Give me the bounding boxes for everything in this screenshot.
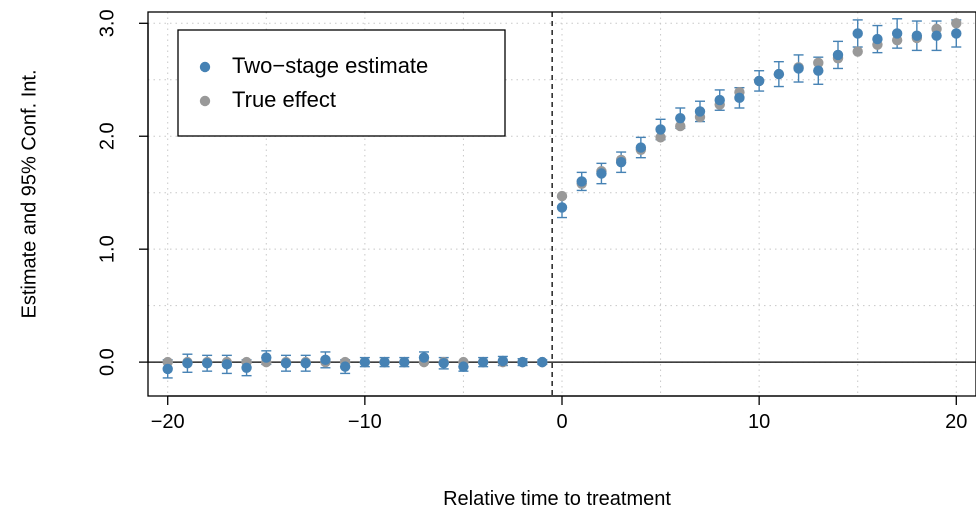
estimate-point [241,362,252,373]
estimate-point [655,124,666,135]
estimate-point [951,28,962,39]
legend-label-true-effect: True effect [232,87,336,112]
legend-marker-true-effect [199,95,211,107]
estimate-point [813,65,824,76]
estimate-point [675,112,686,124]
estimate-points [162,28,962,375]
estimate-point [201,358,213,369]
estimate-point [182,358,193,369]
estimate-point [734,92,745,104]
y-tick-label: 1.0 [96,235,118,263]
legend-marker-two-stage-estimate [199,61,211,73]
estimate-point [221,359,233,370]
estimate-point [261,352,272,363]
estimate-point [320,354,331,366]
estimate-point [339,361,351,372]
estimate-point [517,356,528,368]
estimate-point [596,168,607,179]
estimate-point [793,63,804,74]
estimate-point [615,157,627,168]
x-tick-label: 10 [748,411,770,433]
estimate-point [576,176,587,187]
y-tick-label: 3.0 [96,9,118,37]
estimate-point [497,355,509,367]
true-effect-point [813,57,824,69]
estimate-point [300,358,311,369]
x-tick-label: −20 [151,411,185,433]
x-tick-label: 20 [945,411,967,433]
estimate-point [418,352,430,363]
x-tick-label: 0 [556,411,567,433]
estimate-point [694,106,706,117]
estimate-point [458,361,469,372]
true-effect-point [852,46,863,57]
estimate-point [280,358,292,369]
x-tick-label: −10 [348,411,382,433]
estimate-point [359,356,371,368]
estimate-point [537,356,548,368]
legend-box [177,29,506,137]
estimate-point [635,142,647,153]
estimate-point [773,68,785,80]
x-axis-title: Relative time to treatment [443,488,671,510]
estimate-point [911,30,923,41]
y-axis-title: Estimate and 95% Conf. Int. [18,69,40,318]
estimate-point [872,33,883,45]
estimate-point [832,49,844,61]
true-effect-point [675,120,686,132]
estimate-point [852,28,863,39]
true-effect-point [556,190,568,202]
legend-label-two-stage-estimate: Two−stage estimate [232,53,428,78]
y-tick-label: 2.0 [96,122,118,150]
estimate-point [753,75,765,87]
true-effect-point [655,132,666,143]
estimate-point [891,28,903,39]
true-effect-point [951,18,962,29]
estimate-point [162,363,173,375]
legend: Two−stage estimate True effect [177,29,506,137]
estimate-point [379,356,390,368]
estimate-point [477,356,489,368]
estimate-point [556,202,568,213]
estimate-point [438,358,449,369]
estimate-point [931,30,942,41]
y-tick-label: 0.0 [96,348,118,376]
axes: −20 −10 0 10 20 0.0 1.0 2.0 3.0 [96,9,967,433]
estimate-point [399,356,410,368]
estimate-point [714,94,725,106]
